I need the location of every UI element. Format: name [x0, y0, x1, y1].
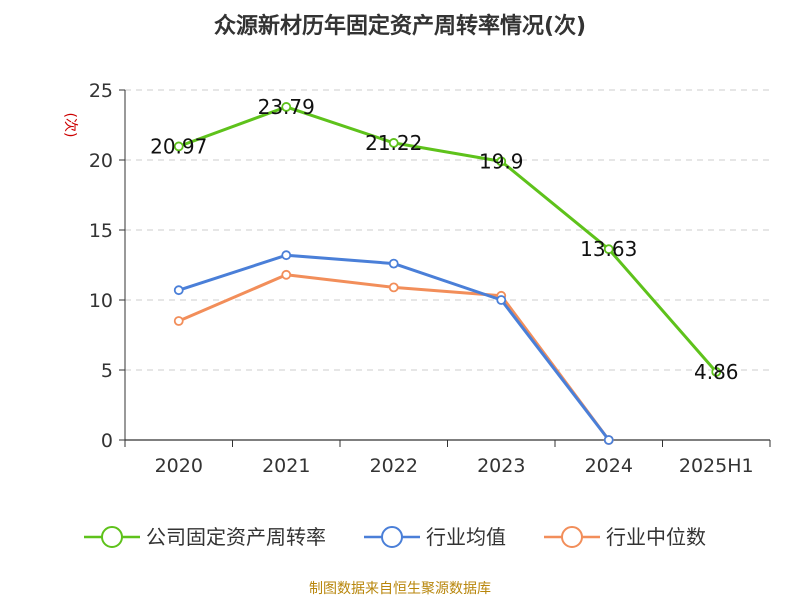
x-tick-label: 2024: [585, 455, 633, 477]
legend-label: 公司固定资产周转率: [146, 525, 326, 549]
y-tick-label: 15: [89, 220, 113, 242]
legend-marker: [101, 526, 123, 548]
x-tick-label: 2020: [155, 455, 203, 477]
chart-title: 众源新材历年固定资产周转率情况(次): [213, 14, 587, 39]
data-point: [388, 138, 399, 148]
series-lines: [173, 102, 722, 445]
x-tick-label: 2021: [262, 455, 310, 477]
axes: 0 5 10 15 20 25 (次) 2020 2021 2022 2023 2024 2025H1: [62, 80, 771, 477]
data-label: 20.97: [150, 134, 207, 158]
data-label: 4.86: [694, 360, 739, 384]
legend-item[interactable]: 行业中位数: [544, 525, 706, 549]
data-point: [496, 156, 507, 167]
series-line: [178, 105, 718, 373]
source-note: 制图数据来自恒生聚源数据库: [309, 581, 491, 597]
data-point: [173, 141, 184, 152]
data-point: [173, 316, 184, 326]
x-tick-label: 2025H1: [679, 455, 754, 477]
y-tick-label: 20: [89, 150, 113, 172]
data-labels: 20.97 23.79 21.22 19.9 13.63 4.86: [150, 95, 738, 384]
y-tick-label: 10: [89, 290, 113, 312]
data-point: [281, 269, 292, 280]
legend-item[interactable]: 行业均值: [364, 525, 506, 549]
data-point: [496, 295, 507, 305]
data-point: [281, 102, 292, 112]
data-point: [603, 244, 614, 255]
data-label: 23.79: [258, 95, 315, 119]
legend-item[interactable]: 公司固定资产周转率: [84, 525, 326, 549]
data-label: 19.9: [479, 149, 524, 173]
y-tick-label: 25: [89, 80, 113, 102]
x-tick-label: 2023: [477, 455, 525, 477]
y-tick-label: 0: [101, 430, 113, 452]
legend[interactable]: 公司固定资产周转率 行业均值 行业中位数: [84, 525, 706, 549]
y-axis-unit-label: (次): [62, 113, 78, 138]
data-point: [711, 367, 722, 377]
data-label: 13.63: [580, 237, 637, 261]
data-point: [388, 282, 399, 293]
data-point: [388, 258, 399, 269]
data-point: [281, 250, 292, 261]
data-point: [173, 285, 184, 296]
data-label: 21.22: [365, 131, 422, 155]
legend-label: 行业中位数: [606, 525, 706, 549]
legend-marker: [561, 526, 583, 548]
grid-lines: [125, 89, 770, 371]
y-tick-label: 5: [101, 360, 113, 382]
data-point: [603, 435, 614, 445]
legend-marker: [381, 526, 403, 548]
legend-label: 行业均值: [426, 525, 506, 549]
x-tick-label: 2022: [370, 455, 418, 477]
